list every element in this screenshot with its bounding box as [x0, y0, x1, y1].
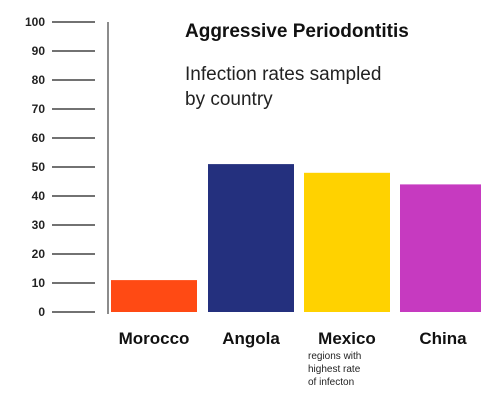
y-tick-label: 0 [38, 305, 45, 319]
y-tick-label: 20 [32, 247, 46, 261]
category-note-line: of infecton [308, 377, 354, 388]
category-note-line: regions with [308, 351, 361, 362]
x-axis-labels: Morocco Angola Mexico regions with highest r… [119, 329, 468, 388]
x-tick-label-mexico: Mexico [318, 329, 376, 348]
bar-mexico [304, 172, 390, 312]
x-tick-label-china: China [419, 329, 467, 348]
bar-angola [208, 164, 294, 312]
y-tick-label: 50 [32, 160, 46, 174]
y-tick-label: 30 [32, 218, 46, 232]
bar-china [400, 184, 481, 312]
chart-subtitle-line-1: Infection rates sampled [185, 64, 381, 85]
y-tick-label: 40 [32, 189, 46, 203]
category-note-line: highest rate [308, 364, 361, 375]
y-tick-label: 90 [32, 44, 46, 58]
bar-morocco [111, 280, 197, 312]
x-tick-label-morocco: Morocco [119, 329, 190, 348]
y-tick-label: 100 [25, 15, 45, 29]
x-tick-label-angola: Angola [222, 329, 280, 348]
chart-subtitle-line-2: by country [185, 89, 273, 110]
chart-title: Aggressive Periodontitis [185, 21, 409, 42]
y-tick-label: 10 [32, 276, 46, 290]
y-tick-label: 60 [32, 131, 46, 145]
y-axis: 0 10 20 30 40 50 60 70 80 90 100 [25, 15, 95, 319]
y-tick-label: 80 [32, 73, 46, 87]
bars [111, 164, 481, 312]
y-tick-label: 70 [32, 102, 46, 116]
